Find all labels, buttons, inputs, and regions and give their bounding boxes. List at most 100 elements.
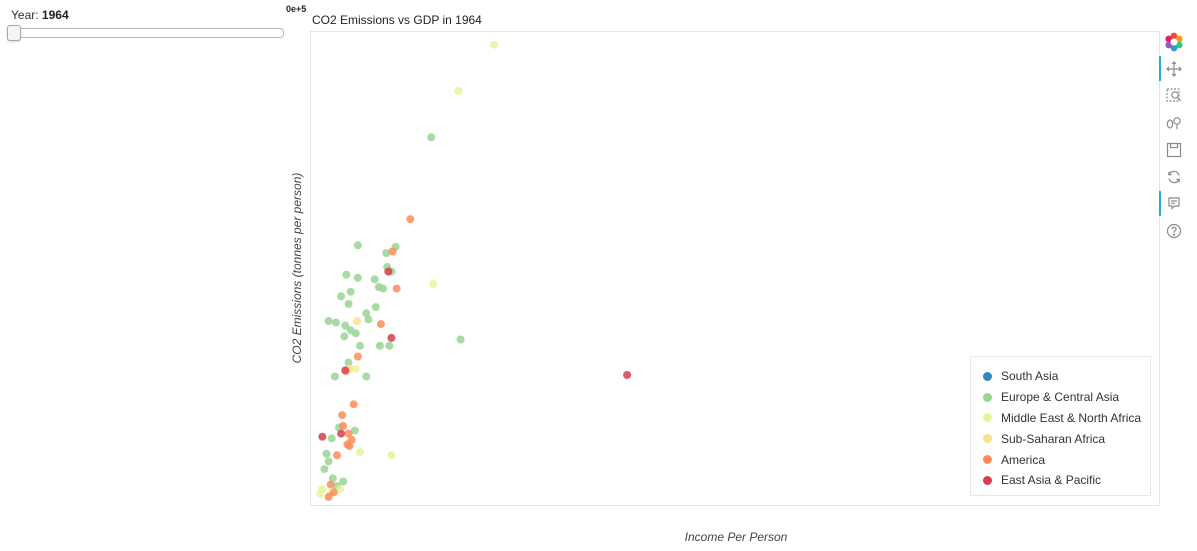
data-point[interactable] xyxy=(336,485,345,494)
data-point[interactable] xyxy=(362,309,371,318)
bokeh-logo-icon[interactable] xyxy=(1159,28,1189,55)
data-point[interactable] xyxy=(320,465,329,474)
data-point[interactable] xyxy=(371,303,380,312)
data-point[interactable] xyxy=(326,480,335,489)
data-point[interactable] xyxy=(350,426,359,435)
data-point[interactable] xyxy=(353,273,362,282)
data-point[interactable] xyxy=(456,335,465,344)
legend-item: Sub-Saharan Africa xyxy=(971,428,1150,449)
data-point[interactable] xyxy=(329,488,338,497)
data-point[interactable] xyxy=(341,366,350,375)
data-point[interactable] xyxy=(342,270,351,279)
slider-title-label: Year: xyxy=(11,8,42,22)
data-point[interactable] xyxy=(351,329,360,338)
data-point[interactable] xyxy=(344,300,353,308)
legend-item: South Asia xyxy=(971,366,1150,387)
data-point[interactable] xyxy=(331,318,340,327)
data-point[interactable] xyxy=(352,317,361,325)
data-point[interactable] xyxy=(333,451,341,460)
data-point[interactable] xyxy=(339,421,348,430)
reset-tool-icon[interactable] xyxy=(1159,163,1189,190)
data-point[interactable] xyxy=(388,247,397,256)
data-point[interactable] xyxy=(344,358,353,367)
data-point[interactable] xyxy=(353,352,362,361)
data-point[interactable] xyxy=(324,492,333,501)
scatter-plot[interactable] xyxy=(310,31,1160,506)
slider-title: Year: 1964 xyxy=(11,8,284,22)
data-point[interactable] xyxy=(328,474,337,483)
data-point[interactable] xyxy=(370,275,379,284)
data-point[interactable] xyxy=(429,279,438,288)
data-point[interactable] xyxy=(623,371,632,379)
data-point[interactable] xyxy=(345,442,354,450)
data-point[interactable] xyxy=(340,332,349,341)
data-point[interactable] xyxy=(327,434,336,443)
legend-label: Sub-Saharan Africa xyxy=(1001,431,1106,446)
data-point[interactable] xyxy=(387,333,396,342)
data-point[interactable] xyxy=(375,341,384,350)
hover-tool-icon[interactable] xyxy=(1159,190,1189,217)
pan-tool-icon[interactable] xyxy=(1159,55,1189,82)
data-point[interactable] xyxy=(362,372,371,381)
data-point[interactable] xyxy=(337,429,346,438)
legend-swatch xyxy=(983,434,992,444)
year-slider: Year: 1964 xyxy=(7,8,284,41)
save-tool-icon[interactable] xyxy=(1159,136,1189,163)
legend-item: East Asia & Pacific xyxy=(971,470,1150,491)
scientific-notation-label: 0e+5 xyxy=(286,4,307,14)
data-point[interactable] xyxy=(349,400,358,409)
data-point[interactable] xyxy=(356,341,364,350)
legend-label: South Asia xyxy=(1001,369,1059,384)
data-point[interactable] xyxy=(344,429,353,438)
slider-handle[interactable] xyxy=(7,25,21,41)
data-point[interactable] xyxy=(318,432,327,441)
legend-label: America xyxy=(1001,452,1046,467)
legend-swatch xyxy=(983,413,992,423)
data-point[interactable] xyxy=(427,133,436,142)
legend-swatch xyxy=(983,455,992,465)
data-point[interactable] xyxy=(330,372,339,381)
data-point[interactable] xyxy=(384,267,393,276)
data-point[interactable] xyxy=(341,321,350,330)
wheel-zoom-tool-icon[interactable] xyxy=(1159,109,1189,136)
data-point[interactable] xyxy=(376,320,385,329)
legend-label: Middle East & North Africa xyxy=(1001,410,1142,425)
help-icon[interactable] xyxy=(1159,217,1189,244)
legend-label: East Asia & Pacific xyxy=(1001,473,1102,488)
data-point[interactable] xyxy=(490,40,499,49)
data-point[interactable] xyxy=(392,284,401,293)
chart-title: CO2 Emissions vs GDP in 1964 xyxy=(312,13,482,27)
legend-item: Middle East & North Africa xyxy=(971,408,1150,429)
data-point[interactable] xyxy=(454,87,463,95)
data-point[interactable] xyxy=(324,457,333,466)
data-point[interactable] xyxy=(346,287,355,296)
legend-swatch xyxy=(983,392,992,402)
data-point[interactable] xyxy=(385,341,394,350)
data-point[interactable] xyxy=(353,241,362,250)
data-point[interactable] xyxy=(382,249,391,258)
data-point[interactable] xyxy=(337,292,346,301)
plot-frame xyxy=(310,31,1160,506)
data-point[interactable] xyxy=(387,451,396,460)
data-point[interactable] xyxy=(339,477,348,486)
plot-toolbar xyxy=(1159,28,1189,244)
data-point[interactable] xyxy=(406,215,415,224)
data-point[interactable] xyxy=(379,284,387,293)
data-point[interactable] xyxy=(351,364,360,373)
legend-item: America xyxy=(971,449,1150,470)
data-point[interactable] xyxy=(324,317,333,325)
slider-track[interactable] xyxy=(7,25,284,41)
legend: South Asia Europe & Central Asia Middle Ea… xyxy=(970,356,1151,496)
slider-value: 1964 xyxy=(41,8,69,22)
legend-label: Europe & Central Asia xyxy=(1001,390,1120,405)
data-point[interactable] xyxy=(322,449,331,458)
data-point[interactable] xyxy=(338,411,347,420)
data-point[interactable] xyxy=(356,448,364,457)
legend-item: Europe & Central Asia xyxy=(971,387,1150,408)
legend-swatch xyxy=(983,475,992,485)
box-zoom-tool-icon[interactable] xyxy=(1159,82,1189,109)
y-axis-label: CO2 Emissions (tonnes per person) xyxy=(290,172,304,364)
data-point[interactable] xyxy=(318,485,327,494)
data-point[interactable] xyxy=(364,315,373,324)
x-axis-label: Income Per Person xyxy=(684,530,788,544)
